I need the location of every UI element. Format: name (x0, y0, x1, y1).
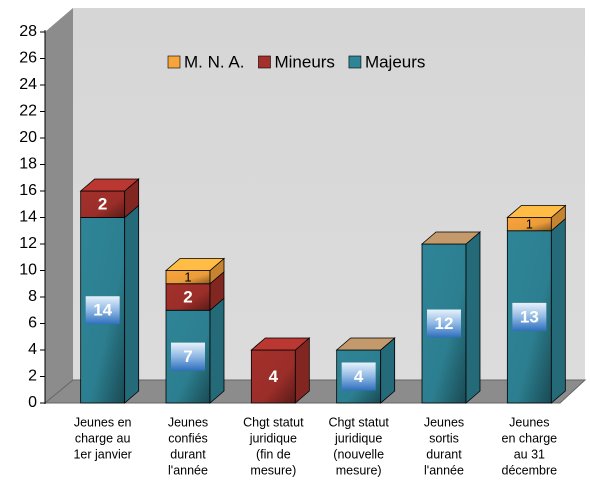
bar-segment: 4 (335, 337, 396, 404)
bar-shade (507, 217, 552, 231)
x-tick-label: sortis (429, 431, 459, 445)
x-tick-label: Jeunes (168, 415, 208, 429)
bar-top (79, 178, 140, 192)
data-label: 2 (183, 287, 192, 306)
y-tick-label: 28 (19, 23, 37, 40)
side-wall (45, 8, 73, 403)
bar-segment: 1 (164, 257, 226, 285)
y-tick-label: 14 (19, 209, 37, 226)
bar-side (465, 231, 481, 404)
legend-swatch (167, 55, 181, 69)
data-label: 12 (435, 314, 454, 333)
bar-segment: 4 (250, 337, 311, 404)
y-tick-label: 0 (28, 394, 37, 411)
x-tick-label: confiés (168, 431, 208, 445)
legend-label: Majeurs (365, 52, 425, 71)
x-tick-label: durant (426, 447, 462, 461)
bar-segment: 2 (79, 178, 140, 219)
label-box (85, 296, 120, 325)
data-label: 4 (354, 367, 364, 386)
y-tick-label: 18 (19, 156, 37, 173)
data-label: 14 (93, 301, 112, 320)
label-box (512, 302, 547, 331)
bar-shade (166, 270, 210, 284)
bar-top (420, 231, 482, 245)
bar-side (209, 297, 225, 404)
x-tick-label: (nouvelle (333, 447, 384, 461)
label-box (427, 309, 461, 338)
y-tick-label: 24 (19, 76, 37, 93)
bar-segment: 14 (80, 204, 140, 404)
x-tick-label: Jeunes (424, 415, 464, 429)
y-tick-label: 20 (19, 129, 37, 146)
bar-segment: 13 (506, 217, 566, 404)
x-tick-label: l'année (168, 463, 208, 477)
data-label: 2 (98, 195, 107, 214)
x-tick-label: juridique (334, 431, 382, 445)
legend-label: Mineurs (274, 52, 334, 71)
legend-swatch (348, 55, 362, 69)
y-tick-label: 16 (19, 182, 37, 199)
data-label: 13 (520, 307, 539, 326)
y-tick-label: 4 (28, 341, 37, 358)
label-box (171, 342, 205, 371)
x-tick-label: décembre (502, 463, 558, 477)
y-tick-label: 22 (19, 103, 37, 120)
bar-segment: 7 (165, 297, 225, 404)
data-label: 1 (184, 270, 191, 285)
bar-top (164, 258, 226, 271)
x-tick-label: (fin de (256, 447, 291, 461)
x-tick-label: Jeunes (509, 415, 549, 429)
x-tick-label: l'année (424, 463, 464, 477)
label-box (341, 362, 376, 391)
bar-shade (251, 350, 296, 403)
x-tick-label: durant (170, 447, 206, 461)
y-tick-label: 26 (19, 50, 37, 67)
data-label: 4 (269, 367, 279, 386)
bar-segment: 12 (420, 231, 482, 404)
x-tick-label: mesure) (250, 463, 296, 477)
x-tick-label: Chgt statut (243, 415, 304, 429)
x-tick-label: au 31 (514, 447, 545, 461)
x-tick-label: Chgt statut (328, 415, 389, 429)
data-label: 1 (526, 217, 533, 232)
bar-segment: 1 (506, 204, 567, 232)
y-tick-label: 10 (19, 262, 37, 279)
bar-side (124, 204, 140, 404)
x-tick-label: charge au (75, 431, 131, 445)
y-tick-label: 6 (28, 315, 37, 332)
data-label: 7 (183, 347, 192, 366)
x-tick-label: juridique (249, 431, 297, 445)
x-tick-label: en charge (502, 431, 558, 445)
x-tick-label: 1er janvier (73, 447, 131, 461)
x-tick-label: Jeunes en (74, 415, 132, 429)
bar-top (506, 205, 567, 218)
bar-side (550, 217, 566, 404)
bar-top (250, 337, 311, 351)
bar-top (335, 337, 396, 351)
bar-shade (166, 283, 210, 311)
legend-label: M. N. A. (184, 52, 244, 71)
y-tick-label: 8 (28, 288, 37, 305)
bar-segment: 2 (165, 270, 225, 312)
bar-shade (80, 191, 125, 218)
y-tick-label: 2 (28, 368, 37, 385)
x-tick-label: mesure) (336, 463, 382, 477)
legend-swatch (258, 55, 271, 69)
y-tick-label: 12 (19, 235, 37, 252)
